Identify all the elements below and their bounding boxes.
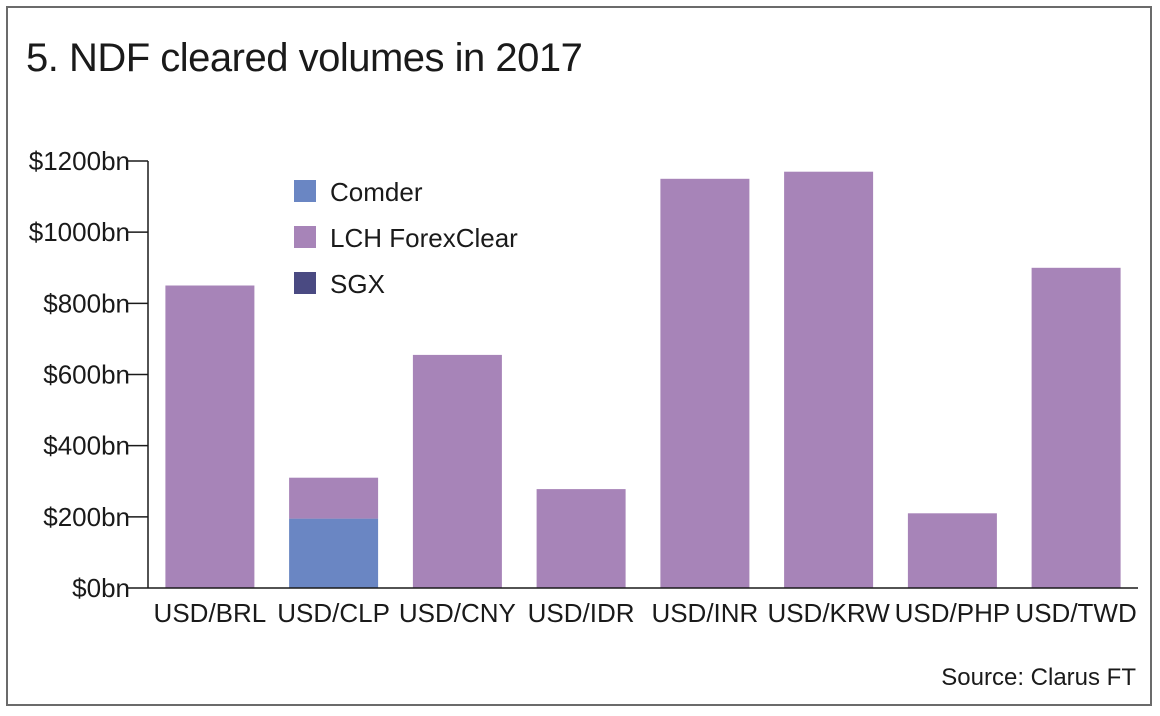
x-tick-label: USD/CNY: [399, 598, 516, 628]
legend: Comder LCH ForexClear SGX: [294, 177, 518, 299]
bar-usd-clp-comder: [289, 518, 379, 588]
y-tick-label: $0bn: [72, 573, 130, 603]
legend-swatch-lch-forexclear: [294, 226, 316, 248]
bar-usd-idr-lch-forexclear: [536, 489, 626, 588]
y-tick-label: $600bn: [43, 360, 130, 390]
legend-swatch-sgx: [294, 272, 316, 294]
axes-group: USD/BRL USD/CLP USD/CNY USD/IDR USD/INR USD/K…: [29, 146, 1138, 628]
bar-usd-php-lch-forexclear: [907, 513, 997, 588]
source-note: Source: Clarus FT: [941, 664, 1136, 691]
bar-usd-brl-lch-forexclear: [165, 285, 255, 588]
legend-label-lch-forexclear: LCH ForexClear: [330, 223, 518, 253]
bar-usd-cny-lch-forexclear: [412, 354, 502, 588]
y-tick-label: $1200bn: [29, 146, 130, 176]
legend-label-sgx: SGX: [330, 269, 385, 299]
bar-usd-clp-lch-forexclear: [289, 477, 379, 519]
x-tick-label: USD/CLP: [277, 598, 390, 628]
y-tick-label: $400bn: [43, 431, 130, 461]
bar-usd-krw-lch-forexclear: [784, 171, 874, 588]
x-tick-label: USD/BRL: [154, 598, 267, 628]
y-tick-label: $200bn: [43, 502, 130, 532]
legend-swatch-comder: [294, 180, 316, 202]
bars-group: [165, 171, 1121, 589]
bar-usd-inr-lch-forexclear: [660, 178, 750, 589]
chart-title: 5. NDF cleared volumes in 2017: [26, 36, 583, 80]
x-tick-label: USD/KRW: [767, 598, 890, 628]
x-tick-label: USD/INR: [651, 598, 758, 628]
bar-usd-twd-lch-forexclear: [1031, 267, 1121, 589]
y-tick-label: $1000bn: [29, 217, 130, 247]
y-tick-label: $800bn: [43, 288, 130, 318]
x-tick-label: USD/IDR: [528, 598, 635, 628]
legend-label-comder: Comder: [330, 177, 423, 207]
x-tick-label: USD/PHP: [895, 598, 1011, 628]
x-tick-label: USD/TWD: [1015, 598, 1136, 628]
chart-frame: [6, 6, 1152, 706]
